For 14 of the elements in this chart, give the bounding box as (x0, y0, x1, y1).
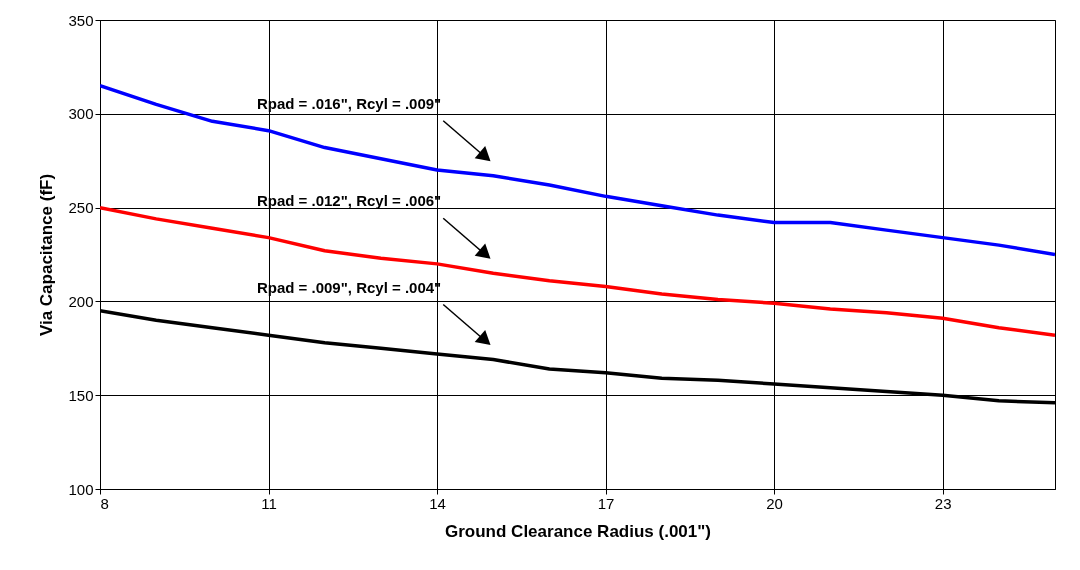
x-axis-title: Ground Clearance Radius (.001") (445, 521, 711, 541)
y-tick-label: 100 (68, 480, 94, 498)
y-tick-label: 350 (68, 11, 94, 29)
y-axis-title: Via Capacitance (fF) (37, 173, 57, 337)
y-tick-label: 300 (68, 105, 94, 123)
y-tick-label: 200 (68, 292, 94, 310)
x-tick-label: 14 (429, 494, 446, 512)
x-tick-label: 11 (261, 494, 277, 512)
x-tick-label: 8 (100, 494, 109, 512)
y-tick-label: 150 (68, 386, 94, 404)
x-tick-label: 23 (934, 494, 952, 512)
x-tick-label: 17 (597, 494, 615, 512)
x-tick-label: 20 (766, 494, 783, 512)
y-tick-label: 250 (68, 199, 94, 217)
